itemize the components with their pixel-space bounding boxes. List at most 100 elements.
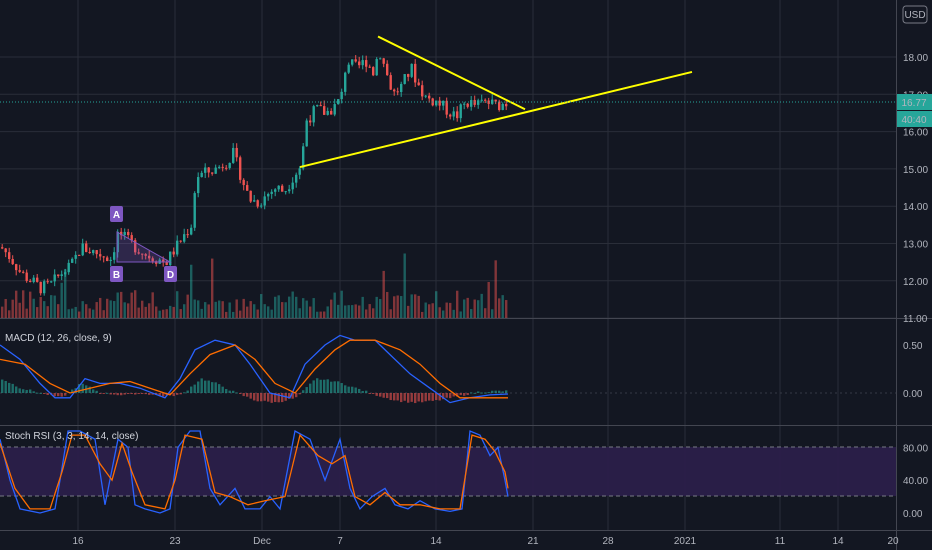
candle-body	[456, 111, 459, 119]
macd-histogram-bar	[316, 378, 319, 393]
volume-bar	[400, 296, 403, 318]
candle-body	[235, 147, 238, 158]
candle-body	[116, 231, 119, 253]
candle-body	[120, 231, 123, 236]
candle-body	[109, 259, 112, 262]
candle-body	[78, 254, 81, 256]
macd-histogram-bar	[456, 393, 459, 397]
volume-bar	[249, 301, 252, 318]
macd-histogram-bar	[102, 393, 105, 395]
macd-histogram-bar	[466, 393, 469, 395]
volume-bar	[277, 295, 280, 318]
macd-histogram-bar	[431, 393, 434, 401]
candle-body	[99, 254, 102, 257]
volume-bar	[232, 311, 235, 318]
candle-body	[71, 258, 74, 263]
volume-bar	[179, 309, 182, 318]
volume-bar	[260, 294, 263, 318]
macd-histogram-bar	[141, 393, 144, 394]
volume-bar	[165, 309, 168, 318]
macd-histogram-bar	[158, 393, 161, 396]
volume-bar	[431, 303, 434, 318]
candle-body	[501, 103, 504, 110]
volume-bar	[102, 310, 105, 318]
volume-bar	[221, 301, 224, 318]
pattern-label-d-badge	[164, 266, 177, 282]
macd-histogram-bar	[295, 393, 298, 398]
candle-body	[169, 251, 172, 266]
volume-bar	[337, 304, 340, 318]
volume-bar	[323, 311, 326, 318]
price-tick-label: 14.00	[903, 202, 928, 213]
upper-trendline[interactable]	[377, 35, 526, 111]
macd-histogram-bar	[179, 393, 182, 395]
candle-body	[449, 114, 452, 117]
macd-histogram-bar	[123, 393, 126, 395]
macd-histogram-bar	[228, 390, 231, 393]
last-price-tag[interactable]	[897, 94, 932, 110]
macd-histogram-bar	[113, 393, 116, 395]
macd-histogram-bar	[473, 392, 476, 394]
price-tick-label: 12.00	[903, 277, 928, 288]
macd-histogram-bar	[400, 393, 403, 403]
volume-bar	[15, 290, 18, 318]
currency-badge[interactable]	[902, 5, 928, 24]
volume-bar	[463, 299, 466, 318]
stoch-tick-label: 80.00	[903, 443, 928, 454]
volume-bar	[67, 309, 70, 318]
macd-histogram-bar	[25, 389, 28, 393]
pattern-label-a-badge	[110, 206, 123, 222]
time-label-21: 21	[527, 536, 539, 547]
lower-trendline[interactable]	[299, 70, 693, 169]
candle-body	[127, 231, 130, 236]
candle-body	[57, 274, 60, 276]
volume-bar	[326, 306, 329, 318]
volume-bar	[155, 306, 158, 318]
candle-body	[137, 252, 140, 254]
volume-bar	[242, 298, 245, 318]
macd-histogram-bar	[239, 393, 242, 394]
candle-body	[319, 105, 322, 107]
volume-bar	[291, 291, 294, 318]
volume-bar	[487, 281, 490, 318]
macd-histogram-bar	[491, 390, 494, 393]
volume-bar	[382, 270, 385, 318]
macd-histogram-bar	[305, 387, 308, 393]
candle-body	[207, 167, 210, 173]
abcd-pattern[interactable]: A B D	[110, 206, 177, 282]
macd-title[interactable]: MACD (12, 26, close, 9)	[5, 333, 112, 344]
volume-bar	[197, 300, 200, 318]
bar-countdown: 40:40	[901, 115, 926, 126]
macd-histogram-bar	[337, 381, 340, 393]
macd-histogram-bar	[428, 393, 431, 401]
volume-bar	[501, 295, 504, 318]
candle-body	[141, 253, 144, 255]
volume-bar	[295, 296, 298, 318]
candle-body	[64, 272, 67, 275]
macd-histogram-bar	[365, 390, 368, 393]
volume-bar	[358, 305, 361, 318]
candle-body	[459, 104, 462, 119]
stoch-rsi-title[interactable]: Stoch RSI (3, 3, 14, 14, close)	[5, 431, 138, 442]
volume-bar	[39, 297, 42, 318]
volume-bar	[137, 307, 140, 318]
candle-body	[281, 185, 284, 192]
volume-bar	[207, 304, 210, 318]
volume-bar	[407, 305, 410, 318]
volume-bar	[92, 309, 95, 318]
pattern-label-d: D	[167, 270, 174, 281]
candle-body	[435, 100, 438, 106]
volume-bar	[151, 292, 154, 318]
volume-bar	[225, 311, 228, 318]
macd-histogram-bar	[36, 392, 39, 394]
candle-body	[11, 258, 14, 265]
macd-histogram-bar	[319, 379, 322, 393]
candle-body	[505, 103, 508, 107]
candle-body	[428, 95, 431, 99]
macd-histogram-bar	[354, 387, 357, 393]
currency-label: USD	[904, 10, 925, 21]
volume-bar	[270, 309, 273, 318]
macd-histogram-bar	[358, 388, 361, 393]
macd-histogram-bar	[333, 381, 336, 393]
candle-body	[298, 168, 301, 175]
